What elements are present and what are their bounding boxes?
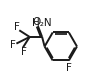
- Text: F: F: [66, 63, 72, 73]
- Text: O: O: [32, 17, 40, 27]
- Text: H₂N: H₂N: [32, 18, 52, 28]
- Text: F: F: [10, 40, 16, 50]
- Text: F: F: [20, 47, 26, 57]
- Text: F: F: [14, 22, 20, 32]
